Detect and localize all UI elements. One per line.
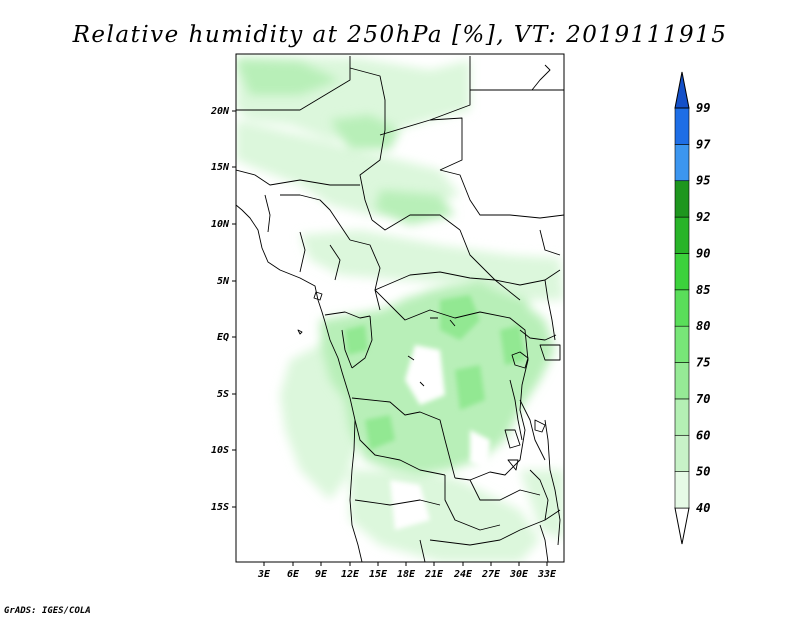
colorbar-label: 97 [696,137,711,151]
colorbar-label: 75 [696,356,710,370]
colorbar-label: 80 [696,319,710,333]
colorbar-label: 85 [696,283,710,297]
colorbar-segment [674,398,690,436]
grads-credit: GrADS: IGES/COLA [4,606,91,616]
colorbar-label: 40 [696,501,710,515]
lon-label: 12E [341,569,360,580]
lon-label: 6E [287,569,300,580]
colorbar-segment [674,253,690,291]
lon-label: 15E [369,569,388,580]
axis-ticks [232,110,548,566]
colorbar-label: 92 [696,210,710,224]
lon-label: 27E [481,569,501,580]
boundaries [236,56,564,562]
colorbar-segments [674,71,690,545]
lat-label: 5S [217,389,229,400]
colorbar-label: 50 [696,465,710,479]
lon-label: 24E [453,569,473,580]
colorbar-segment [674,325,690,363]
colorbar-label: 70 [696,392,710,406]
colorbar-segment [674,362,690,400]
colorbar-segment [674,471,690,509]
colorbar-upper-arrow [674,71,690,109]
map-title: Relative humidity at 250hPa [%], VT: 201… [72,22,728,48]
colorbar-segment [674,144,690,182]
colorbar-label: 60 [696,428,710,442]
lat-label: EQ [217,332,229,343]
colorbar-segment [674,434,690,472]
humidity-field [236,56,564,562]
colorbar: 40 50 60 70 75 80 85 90 92 95 97 99 [674,71,711,545]
colorbar-lower-arrow [674,507,690,545]
colorbar-segment [674,180,690,218]
lat-label: 15S [211,502,229,513]
lat-label: 20N [210,106,230,117]
lat-label: 5N [217,276,230,287]
lat-label: 15N [211,162,230,173]
lon-label: 18E [397,569,416,580]
colorbar-label: 95 [696,174,710,188]
longitude-labels: 3E 6E 9E 12E 15E 18E 21E 24E 27E 30E 33E [257,569,557,580]
colorbar-label: 90 [696,246,710,260]
latitude-labels: 20N 15N 10N 5N EQ 5S 10S 15S [210,106,230,513]
lon-label: 33E [537,569,557,580]
lat-label: 10N [211,219,230,230]
lon-label: 9E [315,569,328,580]
lon-label: 30E [509,569,529,580]
lon-label: 3E [257,569,271,580]
colorbar-segment [674,289,690,327]
lon-label: 21E [424,569,444,580]
lat-label: 10S [211,445,229,456]
map-frame [235,53,565,563]
colorbar-segment [674,216,690,254]
map-panel: 20N 15N 10N 5N EQ 5S 10S 15S 3E 6E 9E 12… [210,53,565,580]
colorbar-labels: 40 50 60 70 75 80 85 90 92 95 97 99 [696,101,711,515]
colorbar-segment [674,107,690,145]
colorbar-label: 99 [696,101,710,115]
